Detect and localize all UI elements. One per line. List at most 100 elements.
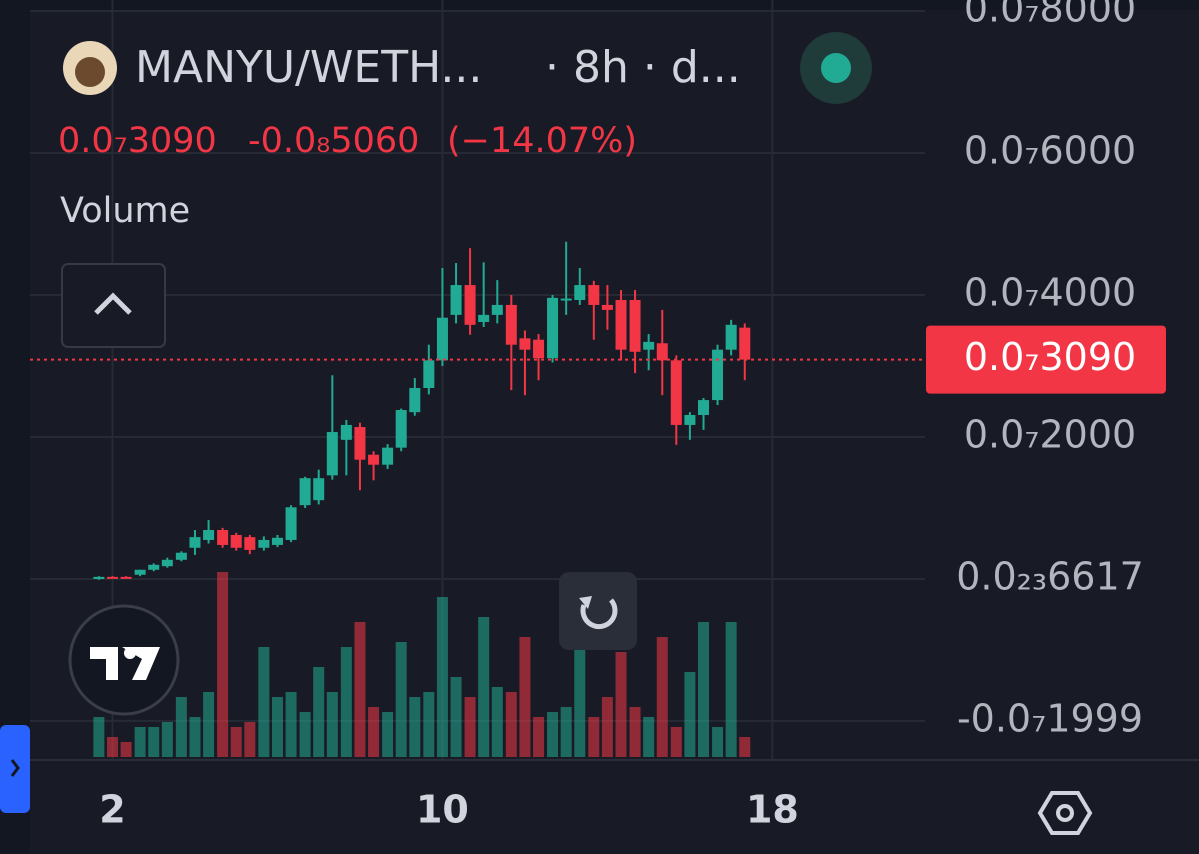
volume-bar bbox=[299, 712, 311, 757]
price-change-pct: (−14.07%) bbox=[447, 121, 637, 161]
volume-bar bbox=[340, 647, 352, 757]
settings-button[interactable] bbox=[1037, 791, 1093, 835]
volume-bar bbox=[725, 622, 737, 757]
y-tick-label: 0.0₇2000 bbox=[964, 413, 1136, 457]
volume-bar bbox=[574, 622, 586, 757]
volume-bar bbox=[588, 717, 600, 757]
candle-body bbox=[285, 507, 297, 540]
volume-bar bbox=[285, 692, 297, 757]
candle-body bbox=[244, 537, 256, 550]
volume-bar bbox=[134, 727, 146, 757]
candle-body bbox=[120, 576, 132, 579]
volume-bar bbox=[354, 622, 366, 757]
candle-body bbox=[505, 304, 517, 345]
x-tick-label: 18 bbox=[746, 788, 799, 832]
volume-bar bbox=[217, 572, 229, 757]
last-price-label: 0.0₇3090 bbox=[964, 335, 1136, 379]
reset-icon bbox=[580, 598, 618, 630]
volume-bar bbox=[684, 672, 696, 757]
candle-body bbox=[340, 424, 352, 440]
y-tick-label: 0.0₇8000 bbox=[964, 0, 1136, 31]
side-tab[interactable] bbox=[0, 725, 30, 813]
candle-body bbox=[106, 576, 118, 579]
candle-body bbox=[299, 478, 311, 506]
volume-bar bbox=[93, 717, 105, 757]
volume-bar bbox=[409, 697, 421, 757]
last-price: 0.0₇3090 bbox=[58, 121, 217, 161]
candle-body bbox=[217, 530, 229, 545]
y-tick-label: 0.0₇6000 bbox=[964, 129, 1136, 173]
volume-layer bbox=[93, 572, 751, 757]
volume-bar bbox=[161, 722, 173, 757]
symbol-icon-face bbox=[75, 57, 105, 87]
volume-bar bbox=[244, 722, 256, 757]
candle-body bbox=[175, 552, 187, 560]
candle-body bbox=[629, 299, 641, 352]
candle-body bbox=[230, 534, 242, 548]
interval: · 8h · d... bbox=[545, 42, 741, 93]
volume-bar bbox=[368, 707, 380, 757]
volume-bar bbox=[203, 692, 215, 757]
candle-body bbox=[93, 576, 105, 580]
y-tick-label: -0.0₇1999 bbox=[957, 696, 1143, 740]
volume-bar bbox=[313, 667, 325, 757]
volume-bar bbox=[230, 727, 242, 757]
logo-button[interactable] bbox=[68, 604, 180, 716]
candle-body bbox=[698, 400, 710, 415]
candle-body bbox=[368, 454, 380, 465]
candle-body bbox=[478, 314, 490, 322]
volume-bar bbox=[547, 712, 559, 757]
volume-bar bbox=[491, 687, 503, 757]
volume-bar bbox=[629, 707, 641, 757]
price-change: -0.0₈5060 bbox=[248, 121, 419, 161]
candle-body bbox=[203, 530, 215, 540]
volume-bar bbox=[464, 697, 476, 757]
volume-bar bbox=[326, 692, 338, 757]
candle-body bbox=[725, 324, 737, 350]
symbol: MANYU/WETH... bbox=[135, 42, 482, 93]
candle-body bbox=[615, 299, 627, 350]
reset-button[interactable] bbox=[559, 572, 637, 650]
volume-bar bbox=[382, 712, 394, 757]
candle-body bbox=[533, 339, 545, 359]
candle-body bbox=[491, 304, 503, 315]
collapse-button[interactable] bbox=[61, 263, 166, 348]
volume-bar bbox=[560, 707, 572, 757]
candle-body bbox=[560, 298, 572, 301]
candle-body bbox=[409, 388, 421, 413]
y-tick-label: 0.0₂₃6617 bbox=[956, 555, 1144, 599]
candle-body bbox=[519, 338, 531, 350]
volume-bar bbox=[478, 617, 490, 757]
candle-body bbox=[271, 537, 283, 545]
candle-body bbox=[464, 285, 476, 325]
volume-bar bbox=[258, 647, 270, 757]
side-tab-icon bbox=[10, 759, 20, 777]
candle-body bbox=[601, 304, 613, 310]
x-tick-label: 10 bbox=[416, 788, 469, 832]
volume-bar bbox=[505, 692, 517, 757]
volume-bar bbox=[739, 737, 751, 757]
candle-body bbox=[134, 569, 146, 575]
volume-bar bbox=[106, 737, 118, 757]
candle-body bbox=[189, 537, 201, 548]
y-tick-label: 0.0₇4000 bbox=[964, 271, 1136, 315]
volume-bar bbox=[615, 652, 627, 757]
volume-bar bbox=[656, 637, 668, 757]
volume-bar bbox=[643, 717, 655, 757]
candle-body bbox=[354, 427, 366, 460]
volume-bar bbox=[698, 622, 710, 757]
status-dot bbox=[821, 53, 851, 83]
candle-body bbox=[450, 285, 462, 315]
volume-bar bbox=[533, 717, 545, 757]
settings-icon bbox=[1056, 804, 1074, 822]
candle-body bbox=[436, 317, 448, 361]
candle-body bbox=[670, 360, 682, 425]
last-price-tag bbox=[926, 325, 1166, 394]
reset-arrow bbox=[579, 596, 592, 609]
candle-body bbox=[326, 432, 338, 476]
candle-body bbox=[313, 478, 325, 501]
candle-body bbox=[423, 360, 435, 389]
candle-body bbox=[547, 297, 559, 359]
volume-bar bbox=[670, 727, 682, 757]
candle-body bbox=[148, 564, 160, 570]
